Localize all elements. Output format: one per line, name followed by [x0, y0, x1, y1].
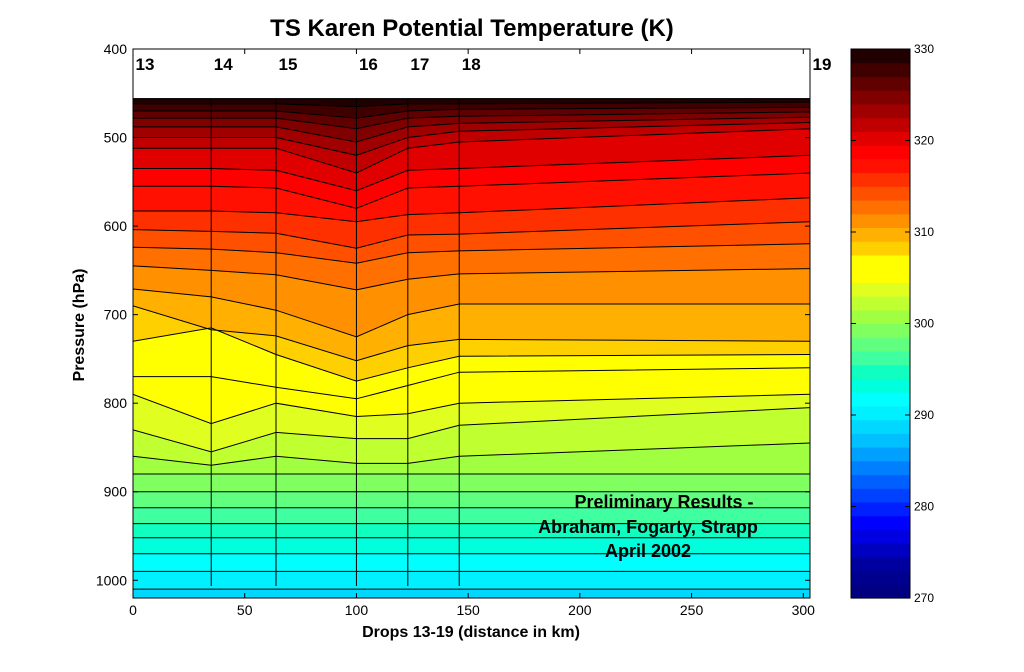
- drop-label: 17: [410, 55, 429, 74]
- colorbar-bin: [851, 296, 910, 311]
- colorbar-ticks: 270 280 290 300 310 320 330: [851, 42, 934, 605]
- colorbar-tick-label: 310: [914, 225, 934, 239]
- annotation-line-3: April 2002: [605, 541, 691, 561]
- annotation: Preliminary Results - Abraham, Fogarty, …: [538, 492, 758, 561]
- colorbar-bin: [851, 131, 910, 146]
- colorbar-bin: [851, 501, 910, 517]
- colorbar-tick-label: 270: [914, 591, 934, 605]
- x-axis-ticks: 0 50 100 150 200 250 300: [129, 49, 815, 618]
- colorbar-bin: [851, 49, 910, 64]
- annotation-line-1: Preliminary Results -: [574, 492, 753, 512]
- colorbar-bin: [851, 570, 910, 585]
- colorbar-bin: [851, 145, 910, 160]
- colorbar-bin: [851, 62, 910, 78]
- contour-band: [133, 537, 810, 554]
- colorbar-bin: [851, 186, 910, 201]
- drop-label: 18: [462, 55, 481, 74]
- colorbar-bin: [851, 419, 910, 434]
- y-tick-label: 500: [104, 130, 128, 146]
- colorbar-bin: [851, 556, 910, 572]
- colorbar-tick-label: 320: [914, 134, 934, 148]
- x-tick-label: 150: [456, 602, 480, 618]
- colorbar-bin: [851, 488, 910, 503]
- drop-label: 14: [214, 55, 233, 74]
- x-axis-label: Drops 13-19 (distance in km): [362, 624, 580, 641]
- y-axis-ticks: 400 500 600 700 800 900 1000: [96, 41, 810, 588]
- drop-label: 13: [136, 55, 155, 74]
- colorbar-bin: [851, 515, 910, 530]
- colorbar-bin: [851, 447, 910, 462]
- x-tick-label: 50: [237, 602, 253, 618]
- colorbar-bin: [851, 405, 910, 421]
- colorbar-bin: [851, 584, 910, 599]
- colorbar-bin: [851, 529, 910, 544]
- colorbar-bin: [851, 282, 910, 297]
- colorbar-bin: [851, 378, 910, 393]
- colorbar-bin: [851, 172, 910, 187]
- drop-label: 16: [359, 55, 378, 74]
- colorbar-bin: [851, 392, 910, 407]
- colorbar: [851, 49, 910, 599]
- contour-fills: [133, 98, 810, 598]
- x-tick-label: 0: [129, 602, 137, 618]
- colorbar-bin: [851, 337, 910, 352]
- contour-band: [133, 473, 810, 492]
- colorbar-bin: [851, 158, 910, 174]
- colorbar-bin: [851, 117, 910, 132]
- colorbar-tick-label: 280: [914, 500, 934, 514]
- colorbar-bin: [851, 309, 910, 325]
- x-tick-label: 250: [680, 602, 704, 618]
- y-tick-label: 900: [104, 484, 128, 500]
- plot-frame: [132, 48, 811, 599]
- colorbar-bin: [851, 254, 910, 270]
- colorbar-bin: [851, 433, 910, 448]
- drop-label: 15: [279, 55, 298, 74]
- colorbar-tick-label: 330: [914, 42, 934, 56]
- colorbar-bin: [851, 543, 910, 558]
- x-tick-label: 300: [792, 602, 816, 618]
- colorbar-bin: [851, 103, 910, 119]
- colorbar-tick-label: 300: [914, 317, 934, 331]
- x-tick-label: 200: [568, 602, 592, 618]
- colorbar-bin: [851, 241, 910, 256]
- y-tick-label: 400: [104, 41, 128, 57]
- colorbar-bin: [851, 227, 910, 242]
- y-tick-label: 800: [104, 395, 128, 411]
- colorbar-bin: [851, 199, 910, 215]
- colorbar-bin: [851, 268, 910, 283]
- colorbar-bin: [851, 323, 910, 338]
- y-axis-label: Pressure (hPa): [71, 269, 88, 382]
- colorbar-bin: [851, 474, 910, 489]
- colorbar-bin: [851, 350, 910, 366]
- colorbar-bin: [851, 213, 910, 229]
- y-tick-label: 1000: [96, 572, 127, 588]
- contour-band: [133, 571, 810, 590]
- contour-band: [133, 588, 810, 598]
- y-tick-label: 700: [104, 307, 128, 323]
- colorbar-bin: [851, 460, 910, 476]
- annotation-line-2: Abraham, Fogarty, Strapp: [538, 517, 758, 537]
- colorbar-bin: [851, 90, 910, 105]
- chart-title: TS Karen Potential Temperature (K): [270, 15, 674, 42]
- colorbar-tick-label: 290: [914, 408, 934, 422]
- contour-band: [133, 553, 810, 572]
- colorbar-bin: [851, 364, 910, 379]
- drop-label: 19: [813, 55, 832, 74]
- drop-labels: 13 14 15 16 17 18 19: [136, 55, 832, 74]
- colorbar-bin: [851, 76, 910, 91]
- y-tick-label: 600: [104, 218, 128, 234]
- x-tick-label: 100: [345, 602, 369, 618]
